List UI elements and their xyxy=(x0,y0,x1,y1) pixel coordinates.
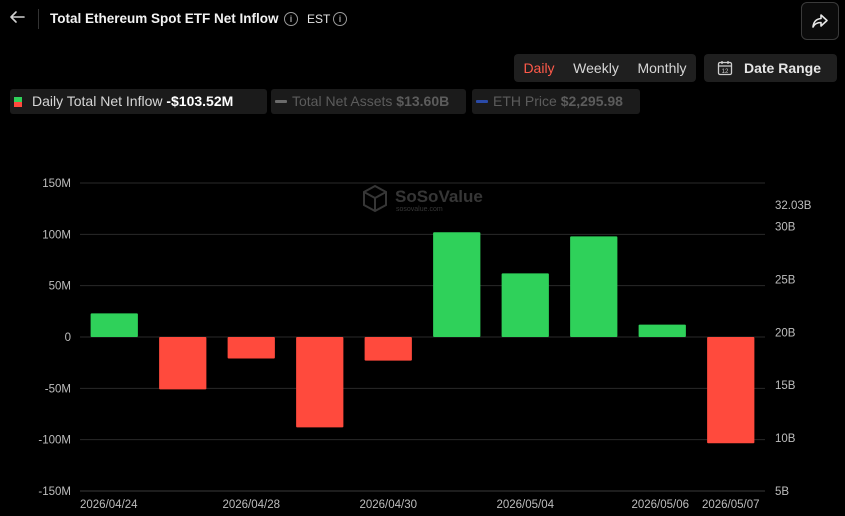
period-monthly-tab[interactable]: Monthly xyxy=(637,60,687,76)
calendar-icon: 12 xyxy=(717,61,733,76)
bar-2026-05-01[interactable] xyxy=(433,232,481,337)
legend-eth-price[interactable]: ETH Price $2,295.98 xyxy=(472,89,640,114)
bar-2026-05-04[interactable] xyxy=(501,273,549,337)
back-arrow-icon[interactable] xyxy=(6,8,28,30)
x-tick-label: 2026/04/24 xyxy=(80,499,138,511)
y-tick-label: 100M xyxy=(42,229,71,241)
info-icon[interactable]: i xyxy=(284,12,298,26)
period-selector: Daily Weekly Monthly xyxy=(514,54,696,82)
bar-2026-04-27[interactable] xyxy=(159,337,207,390)
timezone-label: EST xyxy=(307,12,331,26)
x-tick-label: 2026/05/06 xyxy=(631,499,689,511)
page-title: Total Ethereum Spot ETF Net Inflow xyxy=(50,11,279,26)
bar-2026-04-29[interactable] xyxy=(296,337,344,428)
line-swatch-icon xyxy=(275,100,287,103)
svg-text:12: 12 xyxy=(722,69,729,75)
x-tick-label: 2026/04/28 xyxy=(222,499,280,511)
period-daily-tab[interactable]: Daily xyxy=(523,60,555,76)
sosovalue-watermark: SoSoValue sosovalue.com xyxy=(363,184,483,213)
line-swatch-icon xyxy=(476,100,488,103)
split-color-swatch-icon xyxy=(14,97,22,107)
bar-2026-04-28[interactable] xyxy=(227,337,275,359)
legend-net-assets-value: $13.60B xyxy=(396,93,450,109)
y2-tick-label: 30B xyxy=(775,221,796,233)
y-tick-label: -100M xyxy=(38,435,71,447)
x-tick-label: 2026/05/04 xyxy=(496,499,554,511)
date-range-button[interactable]: 12 Date Range xyxy=(704,54,837,82)
sosovalue-logo-icon xyxy=(363,184,387,213)
legend-eth-price-label: ETH Price xyxy=(493,93,557,109)
x-tick-label: 2026/04/30 xyxy=(359,499,417,511)
y2-tick-label: 32.03B xyxy=(775,200,812,212)
y-tick-label: 0 xyxy=(65,332,71,344)
y-tick-label: -150M xyxy=(38,486,71,498)
watermark-url: sosovalue.com xyxy=(396,206,443,213)
legend-eth-price-value: $2,295.98 xyxy=(560,93,623,109)
y-axis-right: 5B 10B 15B 20B 25B 30B 32.03B xyxy=(775,200,812,498)
legend-net-inflow[interactable]: Daily Total Net Inflow -$103.52M xyxy=(10,89,267,114)
y2-tick-label: 25B xyxy=(775,274,796,286)
legend-net-assets[interactable]: Total Net Assets $13.60B xyxy=(271,89,466,114)
y-tick-label: 50M xyxy=(49,281,71,293)
y-tick-label: -50M xyxy=(45,383,71,395)
y2-tick-label: 10B xyxy=(775,433,796,445)
x-tick-label: 2026/05/07 xyxy=(702,499,760,511)
legend-net-assets-label: Total Net Assets xyxy=(292,93,393,109)
legend-net-inflow-label: Daily Total Net Inflow xyxy=(32,93,163,109)
bar-2026-05-06[interactable] xyxy=(638,324,686,337)
period-weekly-tab[interactable]: Weekly xyxy=(573,60,619,76)
y2-tick-label: 20B xyxy=(775,327,796,339)
date-range-label: Date Range xyxy=(744,60,822,76)
header-bar: Total Ethereum Spot ETF Net Inflow i EST… xyxy=(0,0,845,40)
y2-tick-label: 15B xyxy=(775,380,796,392)
y-axis-left: -150M -100M -50M 0 50M 100M 150M xyxy=(38,178,71,498)
timezone-info-icon[interactable]: i xyxy=(333,12,347,26)
bar-series xyxy=(90,232,755,444)
x-axis: 2026/04/24 2026/04/28 2026/04/30 2026/05/04… xyxy=(80,490,765,511)
bar-2026-05-07[interactable] xyxy=(707,337,755,444)
legend-net-inflow-value: -$103.52M xyxy=(166,93,234,109)
share-button[interactable] xyxy=(801,2,839,40)
bar-2026-05-05[interactable] xyxy=(570,236,618,337)
y2-tick-label: 5B xyxy=(775,486,789,498)
share-icon xyxy=(812,14,828,28)
bar-2026-04-30[interactable] xyxy=(364,337,412,361)
bar-2026-04-24[interactable] xyxy=(90,313,138,337)
header-divider xyxy=(38,9,39,29)
watermark-brand: SoSoValue xyxy=(395,187,483,206)
y-tick-label: 150M xyxy=(42,178,71,190)
